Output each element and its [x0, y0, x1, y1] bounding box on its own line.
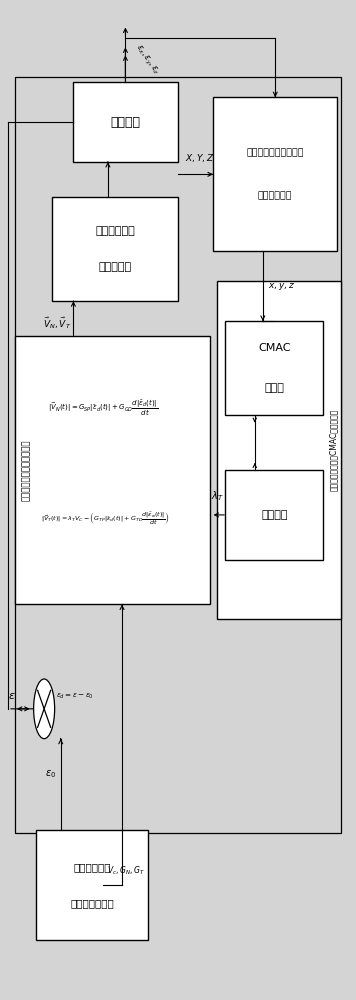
Text: 跟踪扫描测量: 跟踪扫描测量 — [73, 862, 111, 872]
Bar — [73, 82, 178, 162]
Text: $X, Y, Z$: $X, Y, Z$ — [185, 152, 215, 164]
Text: $V_c, G_N, G_T$: $V_c, G_N, G_T$ — [107, 864, 145, 877]
Text: $|\vec{V}_N(t)| = G_{SP}|\bar{\varepsilon}_d(t)| + G_{GD}\dfrac{d|\bar{\varepsil: $|\vec{V}_N(t)| = G_{SP}|\bar{\varepsilo… — [48, 398, 159, 418]
Circle shape — [33, 679, 54, 739]
Bar — [15, 77, 341, 833]
Bar — [213, 97, 337, 251]
Text: $|\vec{V}_T(t)| = \lambda_T V_C - \left(G_{TP}|\bar{\varepsilon}_d(t)| + G_{TD}\: $|\vec{V}_T(t)| = \lambda_T V_C - \left(… — [41, 510, 170, 527]
Text: 学习模块: 学习模块 — [261, 510, 288, 520]
Bar — [15, 336, 210, 604]
Bar — [52, 197, 178, 301]
Text: $\vec{V}_N, \vec{V}_T$: $\vec{V}_N, \vec{V}_T$ — [43, 315, 72, 331]
Bar — [225, 321, 324, 415]
Text: $\varepsilon_x, \varepsilon_y, \varepsilon_z$: $\varepsilon_x, \varepsilon_y, \varepsil… — [132, 43, 162, 77]
Text: $\lambda_T$: $\lambda_T$ — [211, 489, 224, 503]
Text: 复杂曲面空间几何特征: 复杂曲面空间几何特征 — [246, 148, 304, 157]
Text: 传统跟踪扫描测量控制算法: 传统跟踪扫描测量控制算法 — [22, 439, 31, 501]
Text: $\varepsilon$: $\varepsilon$ — [8, 691, 16, 701]
Text: 伺服驱动器: 伺服驱动器 — [98, 262, 131, 272]
Bar — [216, 281, 341, 619]
Bar — [225, 470, 324, 560]
Text: 运动控制系统: 运动控制系统 — [95, 226, 135, 236]
Text: $x, y, z$: $x, y, z$ — [268, 281, 295, 292]
Text: $\varepsilon_0$: $\varepsilon_0$ — [45, 768, 56, 780]
Text: 存储区: 存储区 — [265, 383, 284, 393]
Text: 识别与存储器: 识别与存储器 — [258, 192, 293, 201]
Text: 人工小脑关节模型CMAC学习控制器: 人工小脑关节模型CMAC学习控制器 — [329, 409, 339, 491]
Text: CMAC: CMAC — [258, 343, 290, 353]
Text: 控制参数规划器: 控制参数规划器 — [70, 898, 114, 908]
Text: 扫描测头: 扫描测头 — [110, 116, 140, 129]
Text: $\varepsilon_d = \varepsilon - \varepsilon_0$: $\varepsilon_d = \varepsilon - \varepsil… — [56, 692, 94, 701]
Bar — [36, 830, 148, 940]
